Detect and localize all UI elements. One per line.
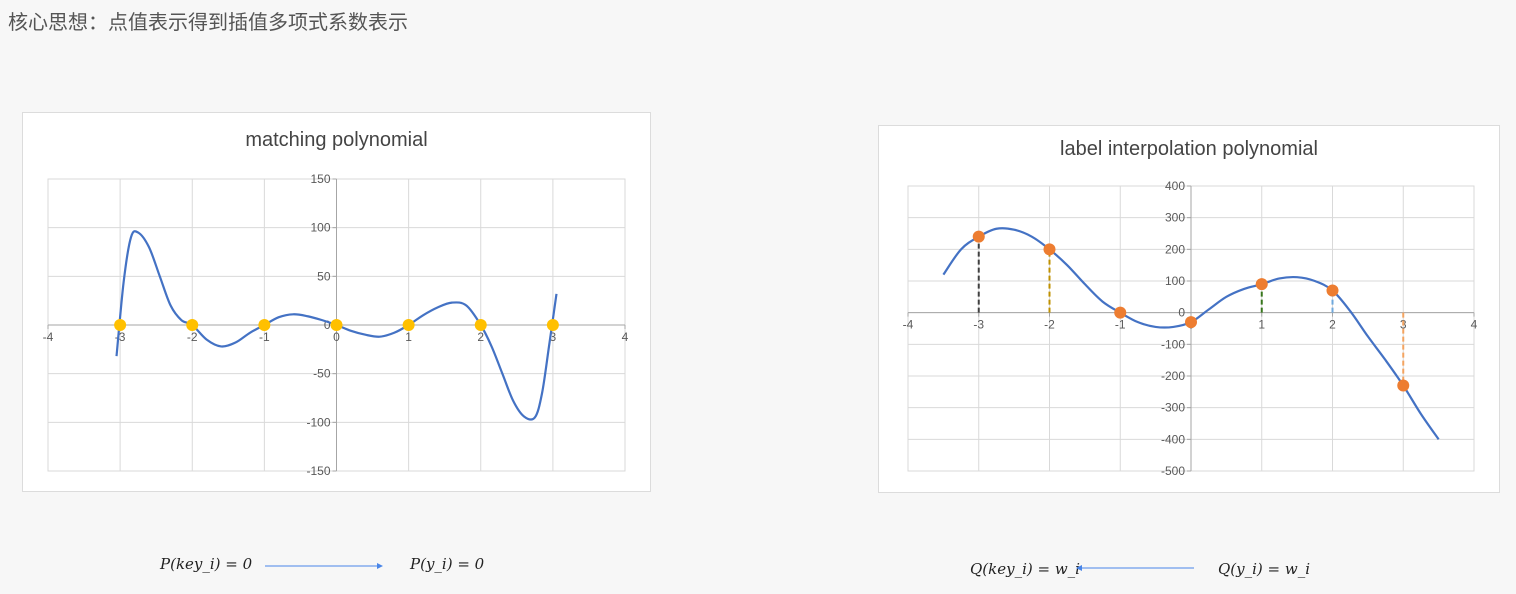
x-tick-label: 1 — [1258, 318, 1265, 332]
data-point — [972, 230, 985, 243]
data-point — [1397, 379, 1410, 392]
x-tick-label: -2 — [1044, 318, 1055, 332]
x-tick-label: 1 — [405, 330, 412, 344]
label-interpolation-chart: label interpolation polynomial -4-3-2-10… — [878, 125, 1500, 493]
data-point — [546, 319, 559, 331]
x-tick-label: -1 — [259, 330, 270, 344]
data-point — [1185, 316, 1197, 329]
y-tick-label: 200 — [1165, 242, 1185, 256]
formula-right-from: Q(key_i) = w_i — [970, 560, 1080, 578]
y-tick-label: -400 — [1161, 432, 1185, 446]
x-tick-label: -3 — [973, 318, 984, 332]
chart-title: label interpolation polynomial — [1060, 138, 1318, 160]
data-point — [1255, 278, 1268, 291]
y-tick-label: 400 — [1165, 179, 1185, 193]
y-tick-label: 0 — [1178, 306, 1185, 320]
y-tick-label: 0 — [324, 318, 331, 332]
y-tick-label: -150 — [306, 464, 330, 478]
arrow-left-icon — [1076, 565, 1194, 571]
data-point — [1114, 306, 1127, 319]
page-heading: 核心思想：点值表示得到插值多项式系数表示 — [8, 10, 408, 34]
matching-polynomial-chart: matching polynomial -4 -3 -2 -1 0 1 2 3 4 -150 -10… — [22, 112, 651, 492]
y-tick-label: -50 — [313, 367, 331, 381]
x-tick-label: 2 — [477, 330, 484, 344]
y-tick-label: 100 — [1165, 274, 1185, 288]
formula-right-to: Q(y_i) = w_i — [1218, 560, 1311, 578]
data-point — [1043, 243, 1056, 256]
formula-left-from: P(key_i) = 0 — [160, 555, 253, 573]
x-tick-label: -1 — [1115, 318, 1126, 332]
y-tick-label: -200 — [1161, 369, 1185, 383]
y-tick-label: 150 — [310, 172, 330, 186]
arrow-right-icon — [265, 563, 383, 569]
y-tick-label: 300 — [1165, 211, 1185, 225]
y-tick-label: -100 — [306, 415, 330, 429]
data-point — [1326, 284, 1339, 297]
data-point — [258, 319, 271, 331]
data-point — [474, 319, 487, 331]
matching-polynomial-plot: -4 -3 -2 -1 0 1 2 3 4 -150 -100 -50 0 50 100 150 — [43, 172, 629, 478]
y-tick-label: -100 — [1161, 337, 1185, 351]
y-tick-label: -300 — [1161, 401, 1185, 415]
y-tick-label: 100 — [310, 221, 330, 235]
x-tick-label: -4 — [43, 330, 54, 344]
chart-title: matching polynomial — [245, 129, 428, 151]
label-interpolation-plot: -4-3-2-101234-500-400-300-200-1000100200… — [903, 179, 1478, 478]
x-tick-label: 2 — [1329, 318, 1336, 332]
y-tick-label: 50 — [317, 269, 331, 283]
x-tick-label: 4 — [622, 330, 629, 344]
x-tick-label: 0 — [333, 330, 340, 344]
x-tick-label: 4 — [1471, 318, 1478, 332]
data-point — [402, 319, 415, 331]
x-tick-label: -3 — [115, 330, 126, 344]
x-tick-label: -4 — [903, 318, 914, 332]
x-tick-label: 3 — [550, 330, 557, 344]
data-point — [186, 319, 199, 331]
formula-left-to: P(y_i) = 0 — [410, 555, 485, 573]
data-point — [330, 319, 343, 331]
y-tick-label: -500 — [1161, 464, 1185, 478]
data-point — [114, 319, 127, 331]
x-tick-label: -2 — [187, 330, 198, 344]
